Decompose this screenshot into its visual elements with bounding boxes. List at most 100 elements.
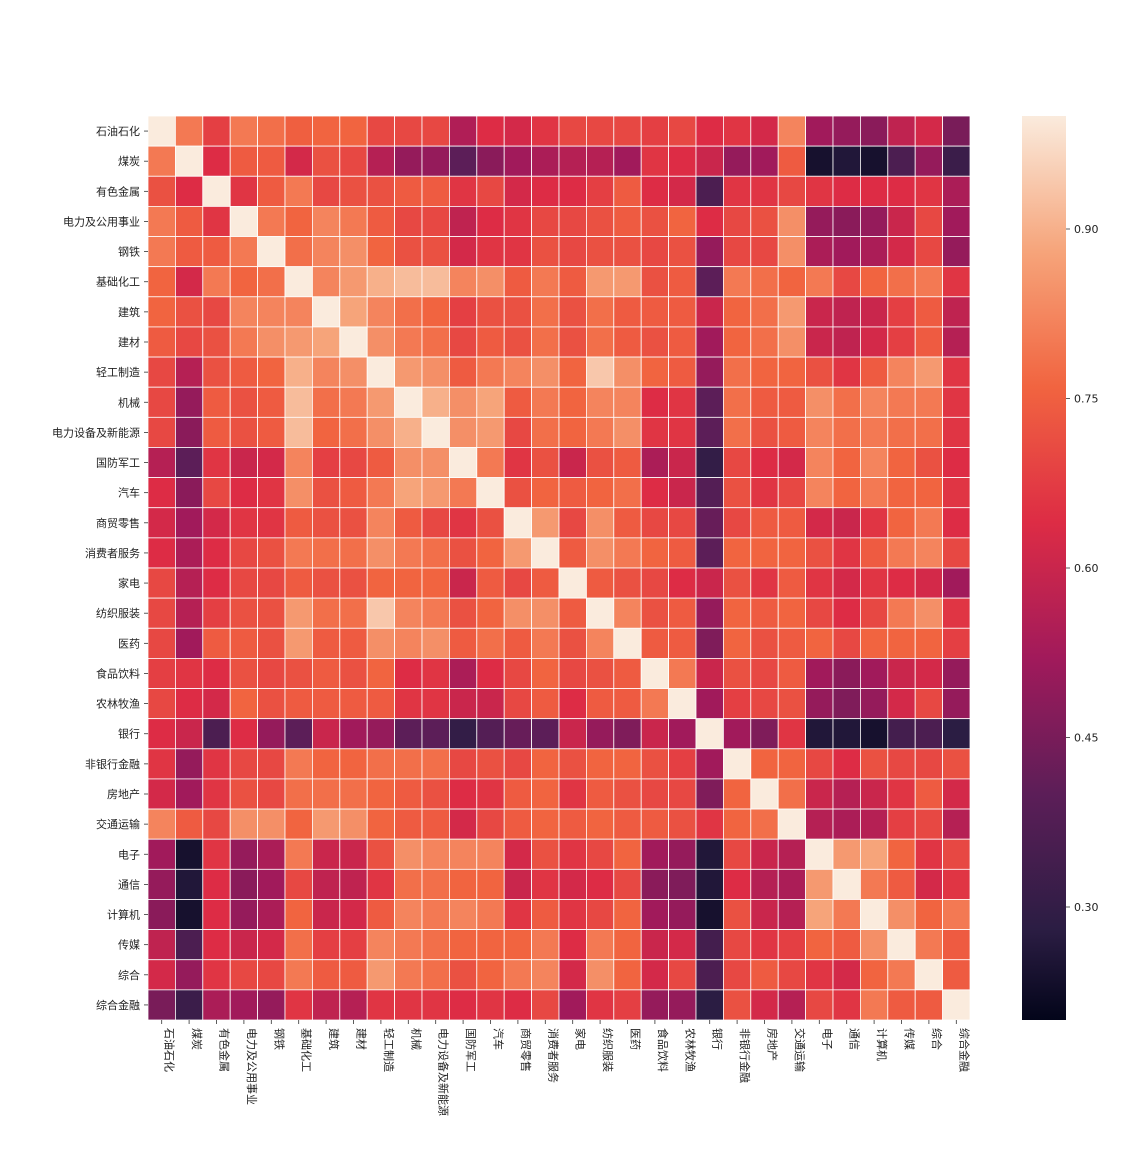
heatmap-cell-7-13 xyxy=(503,326,533,358)
heatmap-cell-7-27 xyxy=(887,326,916,358)
x-tick-label: 食品饮料 xyxy=(656,1028,670,1072)
heatmap-cell-24-8 xyxy=(366,838,396,870)
heatmap-cell-27-25 xyxy=(832,929,861,961)
heatmap-cell-28-8 xyxy=(366,959,396,991)
heatmap-cell-16-25 xyxy=(832,597,861,629)
heatmap-cell-6-5 xyxy=(284,296,313,328)
heatmap-cell-3-8 xyxy=(366,205,396,237)
heatmap-cell-11-7 xyxy=(339,447,368,479)
heatmap-cell-26-20 xyxy=(695,899,724,931)
heatmap-cell-15-11 xyxy=(448,567,478,599)
heatmap-cell-10-17 xyxy=(613,416,642,448)
heatmap-cell-27-7 xyxy=(339,929,368,961)
heatmap-cell-17-1 xyxy=(174,627,204,659)
heatmap-cell-7-21 xyxy=(723,326,752,358)
heatmap-cell-22-16 xyxy=(586,778,615,810)
heatmap-cell-16-0 xyxy=(147,597,176,629)
heatmap-cell-29-3 xyxy=(229,989,258,1021)
x-tick-label: 石油石化 xyxy=(163,1028,177,1072)
heatmap-cell-12-7 xyxy=(339,477,368,509)
heatmap-cell-5-27 xyxy=(887,266,916,298)
heatmap-cell-16-19 xyxy=(668,597,697,629)
heatmap-cell-28-26 xyxy=(860,959,889,991)
heatmap-cell-28-12 xyxy=(476,959,505,991)
y-tick-label: 电力及公用事业 xyxy=(63,215,140,228)
heatmap-cell-17-8 xyxy=(366,627,396,659)
heatmap-cell-2-24 xyxy=(805,175,834,207)
heatmap-cell-21-13 xyxy=(503,748,533,780)
heatmap-cell-16-8 xyxy=(366,597,396,629)
heatmap-cell-3-28 xyxy=(914,205,944,237)
heatmap-cell-10-22 xyxy=(750,416,779,448)
heatmap-cell-24-21 xyxy=(723,838,752,870)
heatmap-cell-12-22 xyxy=(750,477,779,509)
heatmap-cell-16-16 xyxy=(586,597,615,629)
heatmap-cell-9-10 xyxy=(421,386,450,418)
heatmap-cell-3-24 xyxy=(805,205,834,237)
y-tick-label: 煤炭 xyxy=(118,155,140,168)
heatmap-cell-11-2 xyxy=(202,447,231,479)
y-tick-label: 轻工制造 xyxy=(96,365,140,379)
x-tick-label: 国防军工 xyxy=(464,1028,478,1072)
y-tick-label: 有色金属 xyxy=(96,184,140,198)
heatmap-cell-14-16 xyxy=(586,537,615,569)
heatmap-cell-10-23 xyxy=(777,416,807,448)
heatmap-cell-11-23 xyxy=(777,447,807,479)
heatmap-cell-16-1 xyxy=(174,597,204,629)
heatmap-cell-18-12 xyxy=(476,658,505,689)
heatmap-cell-18-26 xyxy=(860,658,889,689)
heatmap-cell-0-22 xyxy=(750,115,779,147)
heatmap-cell-21-21 xyxy=(723,748,752,780)
heatmap-cell-19-23 xyxy=(777,688,807,720)
heatmap-cell-29-11 xyxy=(448,989,478,1021)
heatmap-cell-29-24 xyxy=(805,989,834,1021)
heatmap-cell-19-12 xyxy=(476,688,505,720)
heatmap-cell-22-5 xyxy=(284,778,313,810)
heatmap-cell-27-27 xyxy=(887,929,916,961)
heatmap-cell-29-19 xyxy=(668,989,697,1021)
heatmap-cell-29-0 xyxy=(147,989,176,1021)
heatmap-cell-0-12 xyxy=(476,115,505,147)
heatmap-cell-7-29 xyxy=(942,326,971,358)
heatmap-cell-19-29 xyxy=(942,688,971,720)
heatmap-cell-26-10 xyxy=(421,899,450,931)
heatmap-cell-19-15 xyxy=(558,688,587,720)
heatmap-cell-17-13 xyxy=(503,627,533,659)
heatmap-cell-12-6 xyxy=(311,477,341,509)
heatmap-cell-16-2 xyxy=(202,597,231,629)
heatmap-cell-10-26 xyxy=(860,416,889,448)
heatmap-cell-20-18 xyxy=(640,718,670,750)
heatmap-cell-16-26 xyxy=(860,597,889,629)
heatmap-cell-19-2 xyxy=(202,688,231,720)
heatmap-cell-25-26 xyxy=(860,868,889,900)
heatmap-cell-10-5 xyxy=(284,416,313,448)
heatmap-cell-8-7 xyxy=(339,356,368,388)
heatmap-cell-19-13 xyxy=(503,688,533,720)
heatmap-cell-26-16 xyxy=(586,899,615,931)
heatmap-cell-25-16 xyxy=(586,868,615,900)
heatmap-cell-7-11 xyxy=(448,326,478,358)
heatmap-cell-13-29 xyxy=(942,507,971,539)
heatmap-cell-18-25 xyxy=(832,658,861,689)
heatmap-cell-2-5 xyxy=(284,175,313,207)
heatmap-cell-14-6 xyxy=(311,537,341,569)
heatmap-cell-15-14 xyxy=(531,567,560,599)
heatmap-cell-2-17 xyxy=(613,175,642,207)
heatmap-cell-26-9 xyxy=(394,899,423,931)
heatmap-cell-13-0 xyxy=(147,507,176,539)
heatmap-cell-29-29 xyxy=(942,989,971,1021)
heatmap-cell-8-28 xyxy=(914,356,944,388)
heatmap-cell-19-18 xyxy=(640,688,670,720)
heatmap-cell-14-23 xyxy=(777,537,807,569)
heatmap-cell-1-3 xyxy=(229,145,258,177)
heatmap-cell-25-24 xyxy=(805,868,834,900)
heatmap-cell-1-23 xyxy=(777,145,807,177)
heatmap-cell-23-27 xyxy=(887,808,916,840)
heatmap-cell-12-1 xyxy=(174,477,204,509)
heatmap-cell-26-29 xyxy=(942,899,971,931)
heatmap-cell-28-9 xyxy=(394,959,423,991)
heatmap-cell-11-25 xyxy=(832,447,861,479)
heatmap-cell-14-4 xyxy=(257,537,286,569)
heatmap-cell-14-13 xyxy=(503,537,533,569)
heatmap-cell-15-12 xyxy=(476,567,505,599)
